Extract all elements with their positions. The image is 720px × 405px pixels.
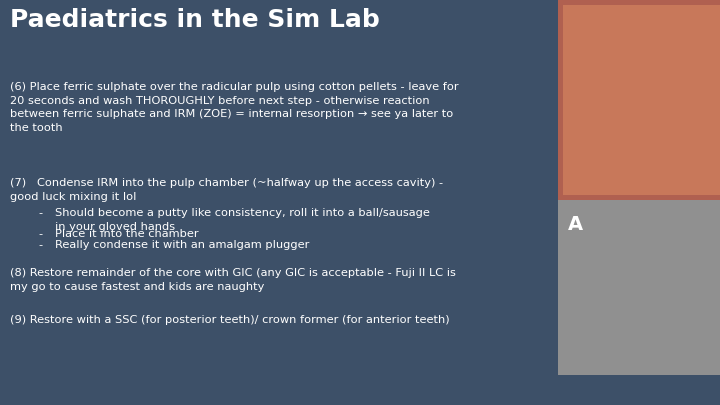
Text: (7)   Condense IRM into the pulp chamber (~halfway up the access cavity) -
good : (7) Condense IRM into the pulp chamber (… — [10, 178, 443, 202]
Text: -: - — [38, 208, 42, 218]
Text: (6) Place ferric sulphate over the radicular pulp using cotton pellets - leave f: (6) Place ferric sulphate over the radic… — [10, 82, 459, 133]
Text: A: A — [568, 215, 583, 234]
Text: Place it into the chamber: Place it into the chamber — [55, 229, 199, 239]
Bar — [558, 200, 720, 375]
Text: -: - — [38, 240, 42, 250]
Text: -: - — [38, 229, 42, 239]
Text: Should become a putty like consistency, roll it into a ball/sausage
in your glov: Should become a putty like consistency, … — [55, 208, 430, 232]
Text: (9) Restore with a SSC (for posterior teeth)/ crown former (for anterior teeth): (9) Restore with a SSC (for posterior te… — [10, 315, 449, 325]
Bar — [558, 0, 720, 200]
Text: Really condense it with an amalgam plugger: Really condense it with an amalgam plugg… — [55, 240, 310, 250]
Text: Paediatrics in the Sim Lab: Paediatrics in the Sim Lab — [10, 8, 379, 32]
Text: (8) Restore remainder of the core with GIC (any GIC is acceptable - Fuji II LC i: (8) Restore remainder of the core with G… — [10, 268, 456, 292]
Bar — [563, 5, 720, 195]
